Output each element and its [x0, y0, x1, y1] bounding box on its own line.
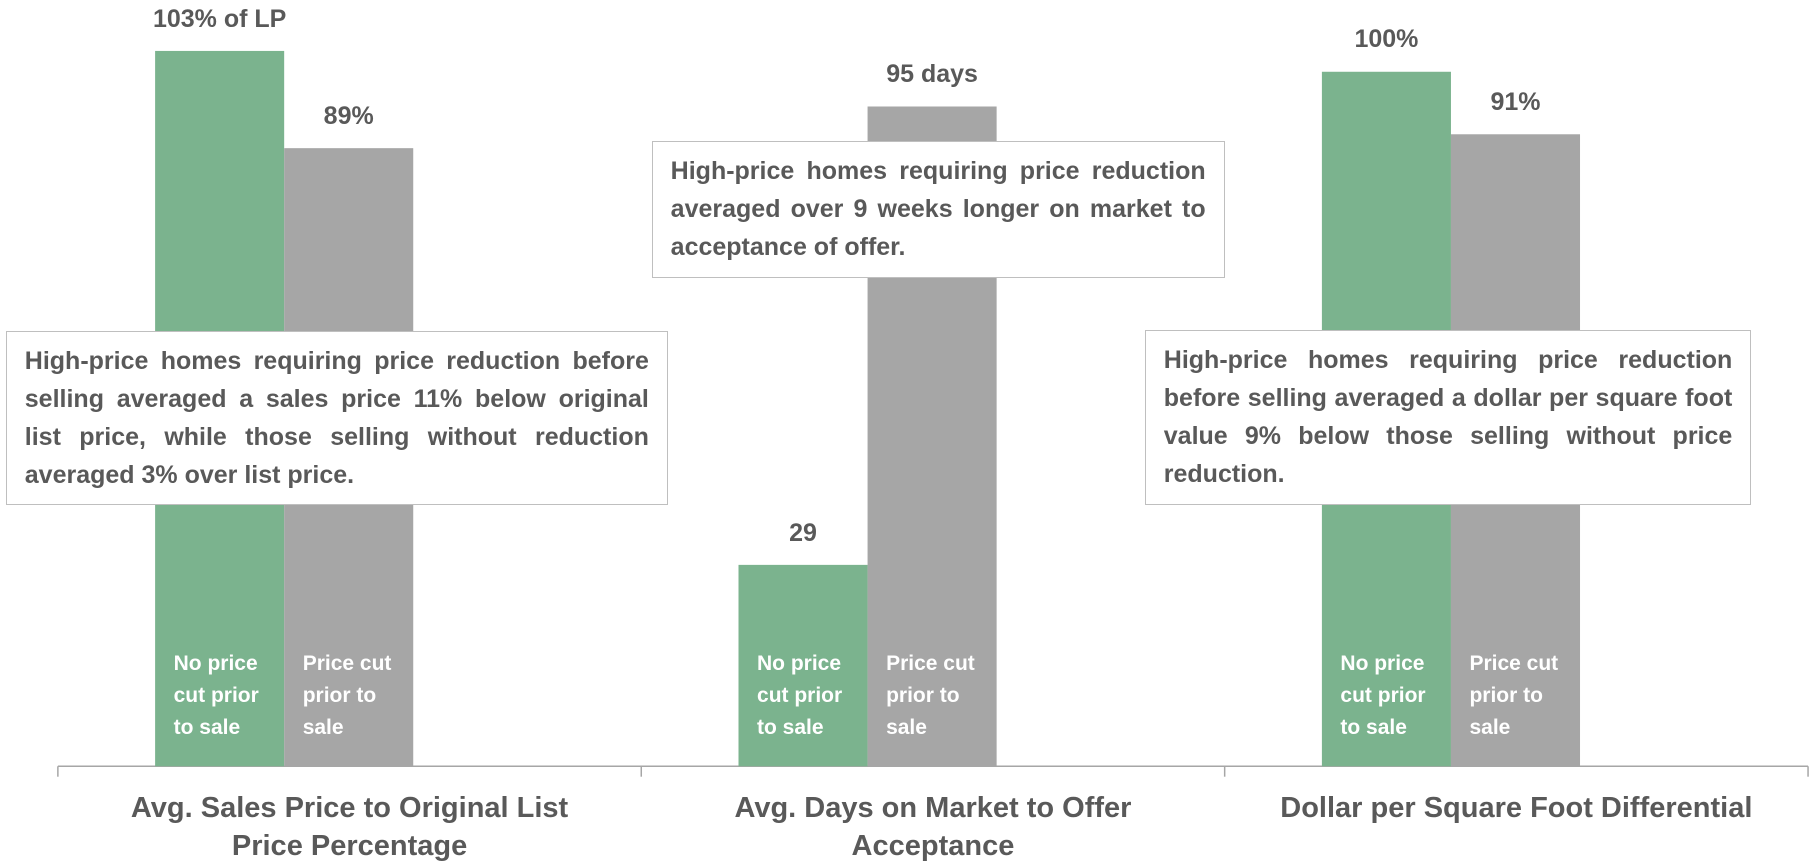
annotation: High-price homes requiring price reducti… [5, 331, 668, 505]
series-label: Price cut prior to sale [1469, 652, 1559, 740]
x-tick-label: Dollar per Square Foot Differential [1280, 792, 1753, 825]
data-label: 103% of LP [152, 4, 287, 33]
series-label: No price cut prior to sale [757, 652, 843, 740]
annotation: High-price homes requiring price reducti… [651, 141, 1225, 278]
x-tick-label: Avg. Sales Price to Original List Price … [130, 792, 569, 863]
series-label: Price cut prior to sale [302, 652, 392, 740]
data-label: 95 days [886, 60, 978, 89]
data-label: 100% [1354, 25, 1419, 54]
series-label: Price cut prior to sale [886, 652, 975, 740]
bar [738, 564, 868, 767]
series-label: No price cut prior to sale [173, 652, 259, 740]
data-label: 29 [789, 518, 817, 547]
annotation: High-price homes requiring price reducti… [1144, 329, 1752, 505]
data-label: 89% [323, 101, 374, 130]
x-tick-label: Avg. Days on Market to Offer Acceptance [734, 792, 1132, 863]
data-label: 91% [1490, 87, 1541, 116]
series-label: No price cut prior to sale [1340, 652, 1426, 740]
